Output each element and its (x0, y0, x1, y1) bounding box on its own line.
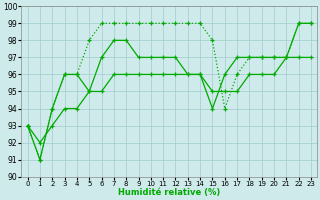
X-axis label: Humidité relative (%): Humidité relative (%) (118, 188, 220, 197)
